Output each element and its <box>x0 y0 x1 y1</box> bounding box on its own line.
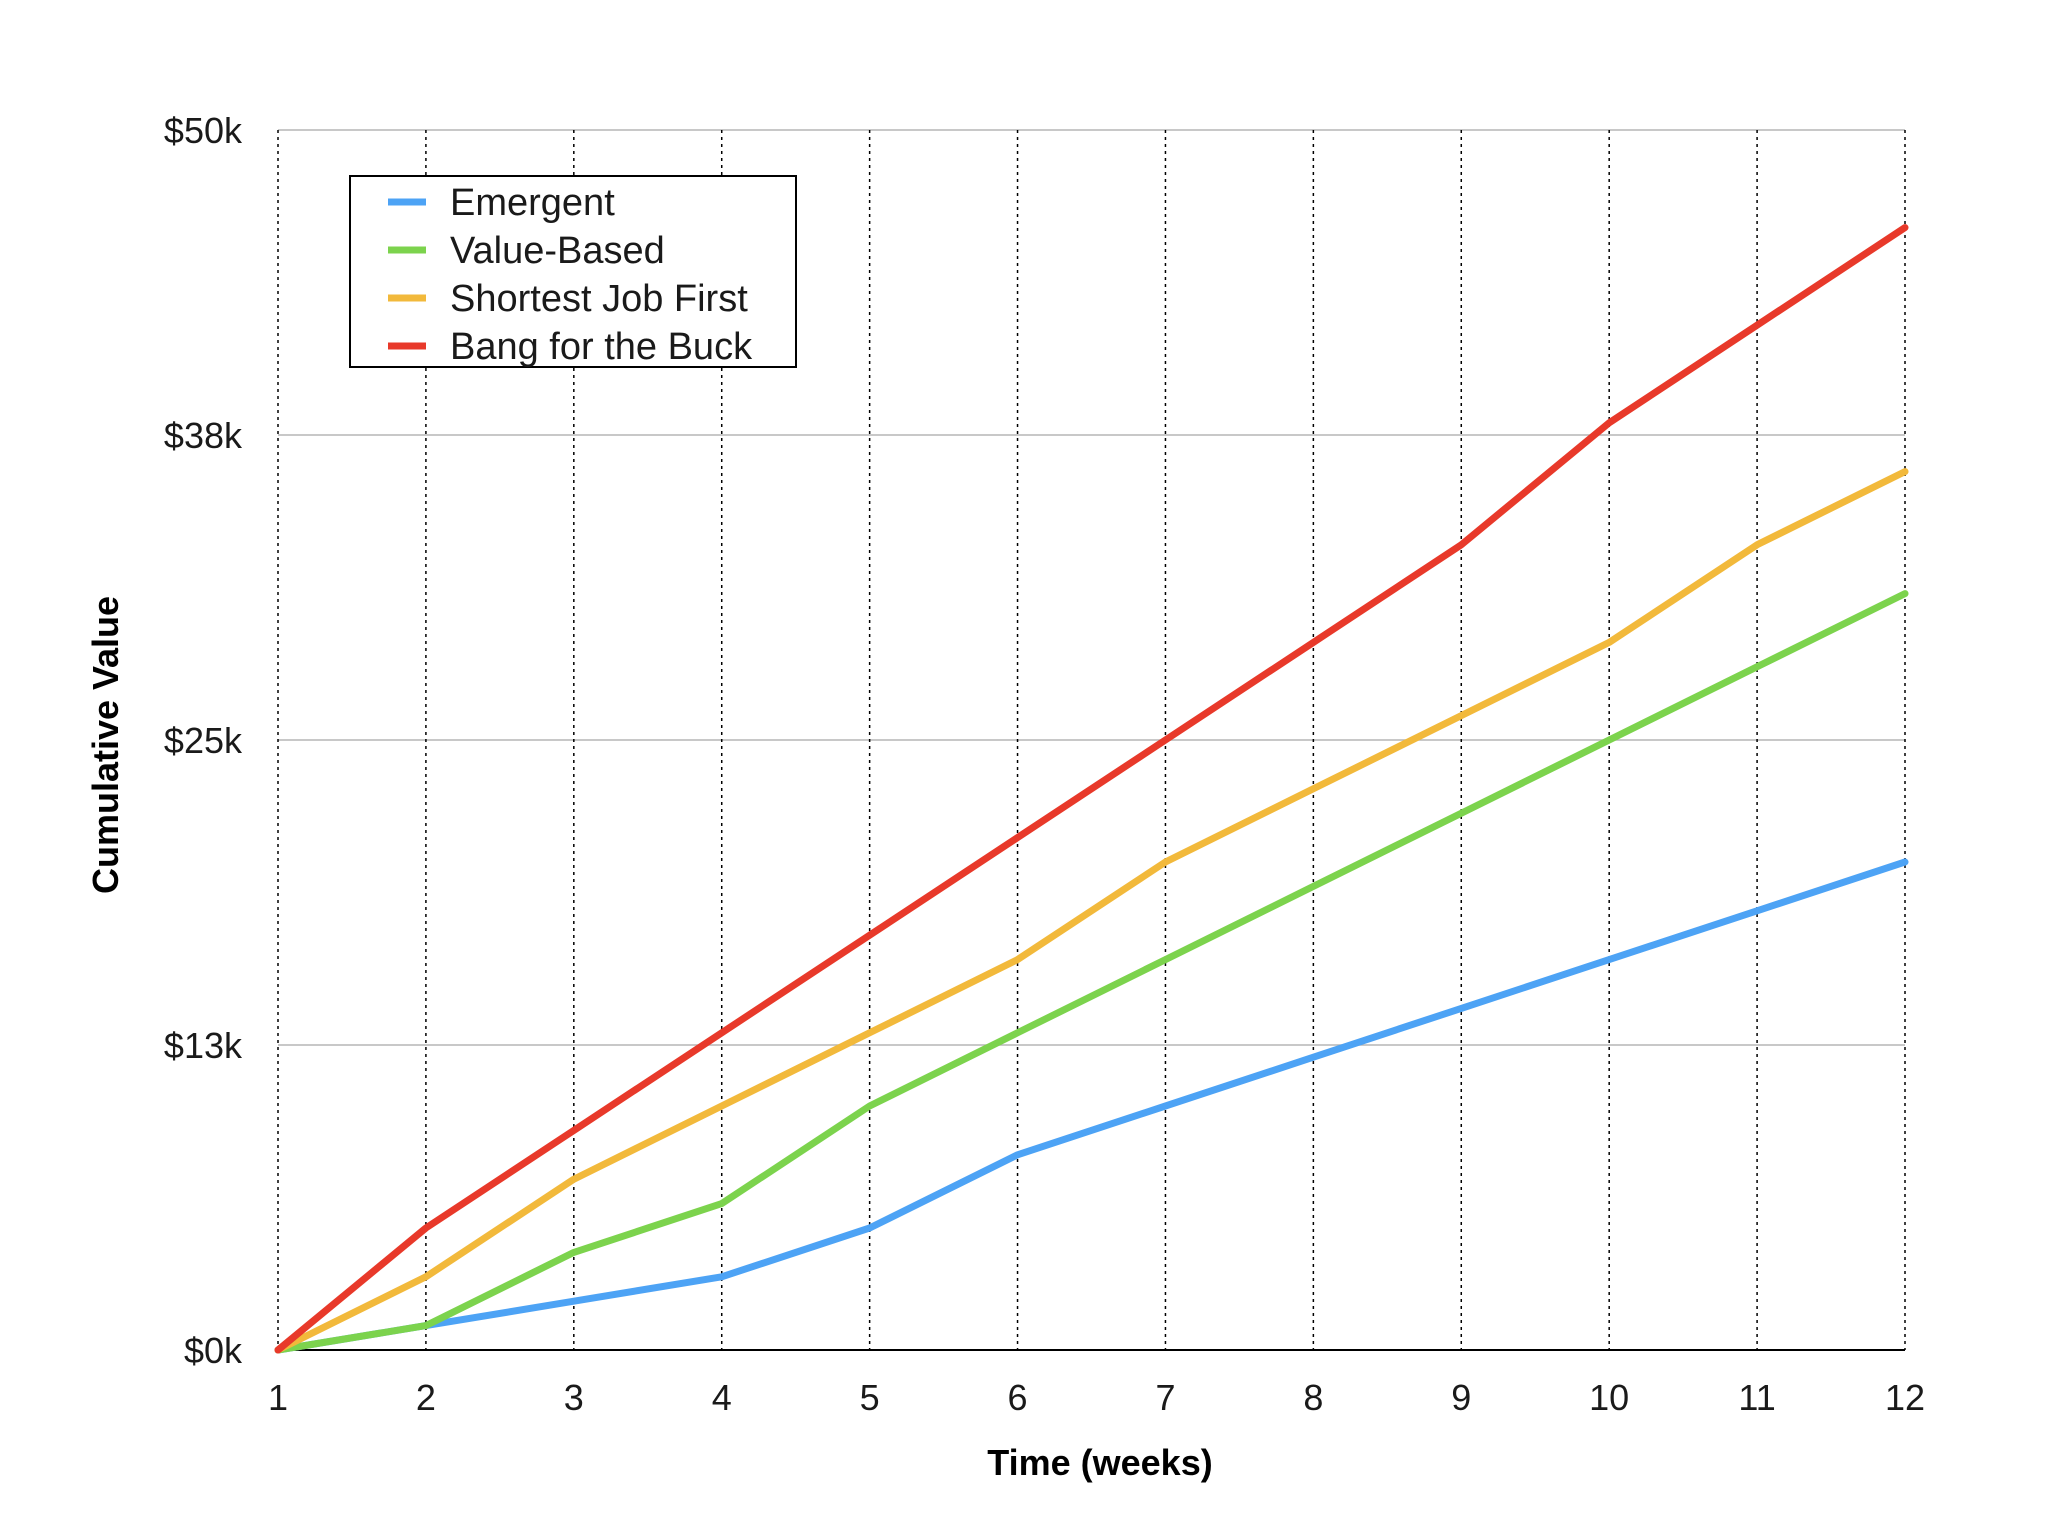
y-tick-label: $50k <box>164 110 243 151</box>
series-line-emergent <box>274 858 1909 1354</box>
legend-label: Shortest Job First <box>450 278 748 320</box>
x-axis-title: Time (weeks) <box>987 1442 1212 1483</box>
legend: Emergent Value-Based Shortest Job First Ban… <box>349 175 797 368</box>
legend-items: Emergent Value-Based Shortest Job First Ban… <box>388 182 753 368</box>
x-tick-label: 3 <box>564 1377 584 1418</box>
x-tick-label: 5 <box>860 1377 880 1418</box>
y-tick-label: $25k <box>164 720 243 761</box>
x-tick-label: 6 <box>1008 1377 1028 1418</box>
y-tick-label: $13k <box>164 1025 243 1066</box>
y-tick-label: $0k <box>184 1330 243 1371</box>
series-line-shortest-job-first <box>274 468 1909 1354</box>
x-tick-label: 7 <box>1155 1377 1175 1418</box>
x-tick-label: 12 <box>1885 1377 1925 1418</box>
x-tick-label: 9 <box>1451 1377 1471 1418</box>
x-tick-label: 10 <box>1589 1377 1629 1418</box>
y-axis-title: Cumulative Value <box>85 596 126 894</box>
series-lines <box>274 224 1909 1354</box>
y-tick-label: $38k <box>164 415 243 456</box>
x-tick-label: 2 <box>416 1377 436 1418</box>
legend-label: Value-Based <box>450 230 665 272</box>
x-tick-label: 4 <box>712 1377 732 1418</box>
legend-label: Bang for the Buck <box>450 326 753 368</box>
series-line-value-based <box>274 590 1909 1354</box>
x-tick-label: 8 <box>1303 1377 1323 1418</box>
legend-label: Emergent <box>450 182 615 224</box>
x-tick-label: 11 <box>1738 1377 1775 1418</box>
series-line-bang-for-the-buck <box>274 224 1909 1354</box>
legend-box <box>349 175 797 368</box>
x-tick-label: 1 <box>268 1377 288 1418</box>
